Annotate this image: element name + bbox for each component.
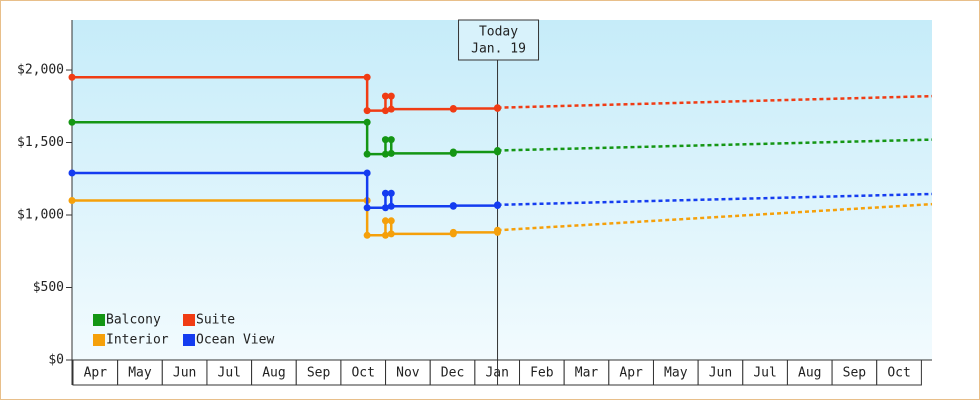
price-point: [363, 169, 371, 177]
x-tick-box: [876, 359, 922, 386]
price-point: [387, 189, 395, 197]
price-point: [387, 136, 395, 144]
forecast-line: [497, 202, 933, 232]
forecast-line: [497, 94, 933, 109]
price-point: [381, 217, 389, 225]
x-tick-label: Apr: [84, 366, 108, 381]
x-tick-box: [742, 359, 788, 386]
x-tick-box: [563, 359, 610, 386]
price-point: [449, 202, 457, 210]
plot-area: [72, 20, 932, 360]
price-point: [381, 231, 389, 239]
price-point: [381, 189, 389, 197]
legend-swatch: [183, 334, 195, 346]
today-label: Jan. 19: [471, 42, 526, 57]
x-tick-label: Nov: [396, 366, 420, 381]
x-tick-label: Apr: [619, 366, 643, 381]
price-point: [387, 105, 395, 113]
price-point: [381, 107, 389, 115]
price-point: [494, 202, 502, 210]
y-tick-label: $1,000: [17, 208, 64, 223]
price-point: [449, 105, 457, 113]
legend-label: Balcony: [106, 313, 161, 328]
price-point: [387, 217, 395, 225]
price-point: [494, 148, 502, 156]
price-point: [381, 136, 389, 144]
price-point: [68, 197, 76, 205]
price-point: [449, 149, 457, 157]
price-point: [363, 73, 371, 81]
x-tick-label: Jul: [753, 366, 776, 381]
x-tick-label: Jul: [218, 366, 241, 381]
price-point: [363, 150, 371, 158]
price-point: [387, 92, 395, 100]
x-tick-box: [519, 359, 565, 386]
legend-swatch: [93, 334, 105, 346]
x-tick-label: Jun: [173, 366, 196, 381]
legend-label: Suite: [196, 313, 235, 328]
x-tick-label: Jun: [709, 366, 732, 381]
x-tick-box: [608, 359, 654, 386]
x-tick-label: May: [664, 366, 688, 381]
legend-label: Ocean View: [196, 333, 274, 348]
today-box: [458, 19, 540, 61]
price-point: [387, 202, 395, 210]
price-point: [68, 118, 76, 126]
forecast-line: [497, 138, 933, 152]
price-point: [381, 150, 389, 158]
x-tick-label: Mar: [575, 366, 599, 381]
x-tick-label: Sep: [307, 366, 331, 381]
x-tick-box: [697, 359, 744, 386]
price-point: [363, 107, 371, 115]
x-tick-box: [831, 359, 878, 386]
price-point: [494, 228, 502, 236]
x-tick-label: Feb: [530, 366, 554, 381]
price-point: [381, 204, 389, 212]
legend-swatch: [183, 314, 195, 326]
price-point: [387, 149, 395, 157]
price-point: [381, 92, 389, 100]
price-point: [494, 104, 502, 112]
forecast-line: [497, 192, 933, 207]
y-tick-label: $0: [48, 353, 64, 368]
y-tick-label: $2,000: [17, 63, 64, 78]
y-tick-label: $1,500: [17, 135, 64, 150]
x-tick-label: Aug: [262, 366, 285, 381]
y-tick-label: $500: [33, 280, 64, 295]
x-tick-label: May: [128, 366, 152, 381]
x-tick-box: [385, 359, 431, 386]
price-point: [363, 118, 371, 126]
legend-swatch: [93, 314, 105, 326]
x-tick-label: Aug: [798, 366, 821, 381]
x-tick-label: Dec: [441, 366, 464, 381]
x-tick-label: Oct: [351, 366, 374, 381]
legend-label: Interior: [106, 333, 169, 348]
price-point: [449, 230, 457, 238]
today-label: Today: [479, 25, 518, 40]
price-point: [68, 169, 76, 177]
price-point: [68, 73, 76, 81]
price-point: [363, 231, 371, 239]
x-tick-label: Sep: [843, 366, 867, 381]
price-point: [387, 230, 395, 238]
x-tick-label: Oct: [887, 366, 910, 381]
price-point: [363, 204, 371, 212]
